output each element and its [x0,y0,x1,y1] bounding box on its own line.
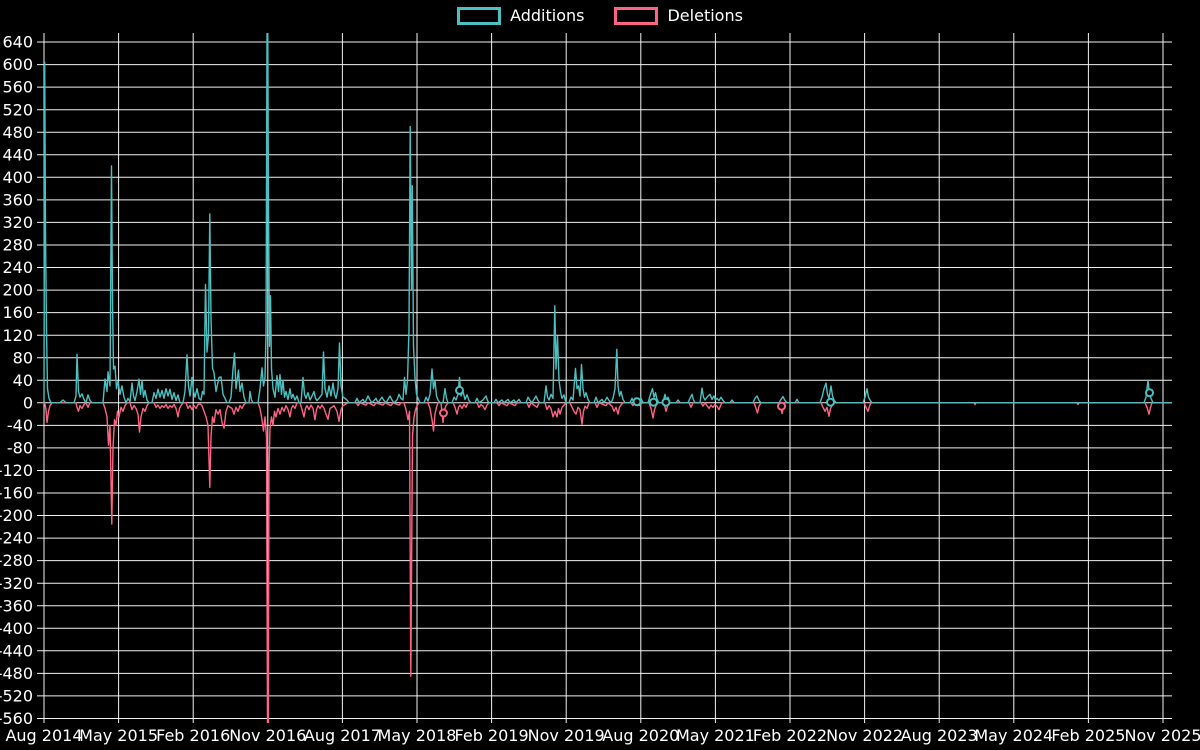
x-tick-label: May 2018 [378,726,457,745]
point-marker [455,385,464,395]
y-tick-label: -320 [0,574,33,593]
x-tick-label: Nov 2019 [528,726,605,745]
y-tick-label: 280 [2,236,33,255]
y-tick-label: 400 [2,168,33,187]
y-tick-label: 520 [2,100,33,119]
y-tick-label: -200 [0,506,33,525]
y-tick-label: 40 [13,371,33,390]
point-marker [632,397,642,407]
y-tick-label: -520 [0,687,33,706]
y-tick-label: -280 [0,551,33,570]
y-tick-label: -400 [0,619,33,638]
y-tick-label: 360 [2,190,33,209]
y-tick-label: 440 [2,145,33,164]
y-tick-label: -120 [0,461,33,480]
x-tick-label: Aug 2020 [602,726,679,745]
y-tick-label: 320 [2,213,33,232]
x-tick-label: Nov 2025 [1124,726,1200,745]
x-tick-label: Nov 2016 [229,726,306,745]
x-tick-label: Aug 2023 [901,726,978,745]
y-tick-label: 240 [2,258,33,277]
x-tick-label: Feb 2025 [1051,726,1125,745]
y-tick-label: 160 [2,303,33,322]
y-tick-label: 560 [2,78,33,97]
deletions-line [43,402,1172,723]
gridlines [37,33,1172,723]
point-marker [1145,388,1154,398]
x-tick-label: Feb 2016 [156,726,230,745]
point-marker [661,397,671,407]
y-axis-labels: 6406005605204804404003603202802402001601… [0,33,33,728]
additions-swatch-icon [457,7,502,25]
y-tick-label: 0 [23,393,33,412]
x-tick-label: May 2024 [974,726,1053,745]
y-tick-label: -40 [7,416,33,435]
y-tick-label: 640 [2,33,33,52]
y-tick-label: 480 [2,123,33,142]
y-tick-label: -560 [0,709,33,728]
y-tick-label: -80 [7,439,33,458]
y-tick-label: 600 [2,55,33,74]
legend-item-additions[interactable]: Additions [457,6,584,26]
y-tick-label: -440 [0,641,33,660]
x-tick-label: Nov 2022 [826,726,903,745]
y-tick-label: -360 [0,596,33,615]
y-tick-label: 120 [2,326,33,345]
point-marker [826,397,835,407]
point-marker [777,401,786,411]
y-tick-label: 200 [2,281,33,300]
x-tick-label: May 2015 [79,726,158,745]
y-tick-label: -480 [0,664,33,683]
x-tick-label: Aug 2014 [5,726,82,745]
point-marker [439,408,448,418]
legend-additions-label: Additions [510,6,585,25]
x-tick-label: May 2021 [676,726,755,745]
x-tick-label: Feb 2019 [455,726,529,745]
x-tick-label: Aug 2017 [304,726,381,745]
legend: Additions Deletions [0,6,1200,26]
x-tick-label: Feb 2022 [753,726,827,745]
legend-deletions-label: Deletions [667,6,743,25]
point-marker [649,397,658,407]
deletions-swatch-icon [614,7,659,25]
legend-item-deletions[interactable]: Deletions [614,6,743,26]
additions-line [43,33,1172,404]
y-tick-label: 80 [13,348,33,367]
y-tick-label: -160 [0,484,33,503]
y-tick-label: -240 [0,529,33,548]
